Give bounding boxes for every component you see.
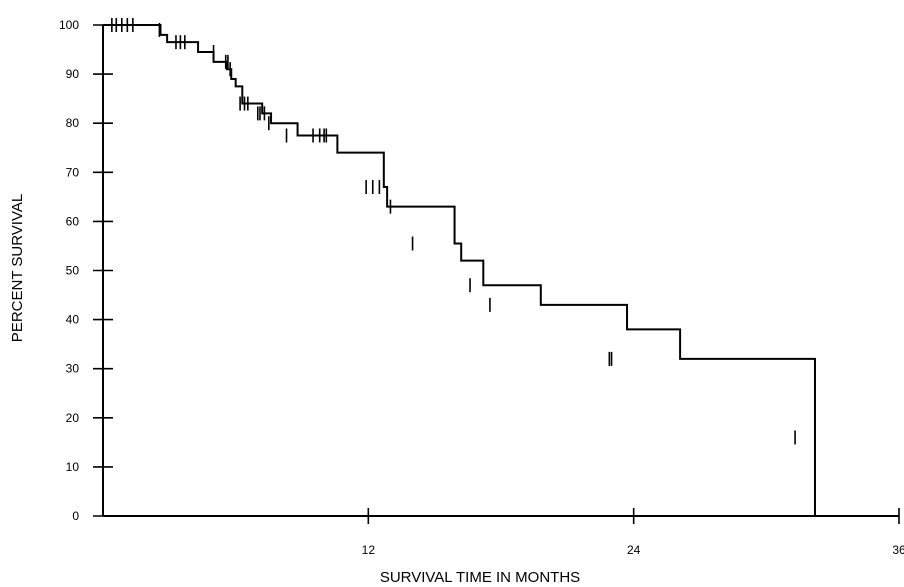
x-axis-title: SURVIVAL TIME IN MONTHS: [380, 569, 580, 586]
y-tick-label: 60: [66, 214, 80, 228]
censor-marks: [111, 18, 796, 445]
y-tick-label: 50: [66, 264, 80, 278]
survival-curve: [103, 24, 816, 516]
x-tick-label: 24: [627, 543, 641, 557]
y-tick-label: 30: [66, 362, 80, 376]
survival-step-line: [103, 24, 816, 516]
y-tick-label: 80: [66, 116, 80, 130]
y-tick-label: 90: [66, 67, 80, 81]
y-tick-label: 20: [66, 411, 80, 425]
y-tick-label: 0: [72, 509, 79, 523]
y-tick-label: 70: [66, 165, 80, 179]
x-tick-label: 36: [892, 543, 904, 557]
y-axis-title: PERCENT SURVIVAL: [9, 194, 26, 342]
y-tick-label: 100: [59, 18, 79, 32]
y-tick-label: 40: [66, 313, 80, 327]
x-axis: 12 24 36: [103, 508, 904, 557]
y-axis: 0 10 20 30 40 50 60 70 80 90 100: [59, 18, 113, 523]
x-tick-label: 12: [362, 543, 376, 557]
y-tick-label: 10: [66, 460, 80, 474]
